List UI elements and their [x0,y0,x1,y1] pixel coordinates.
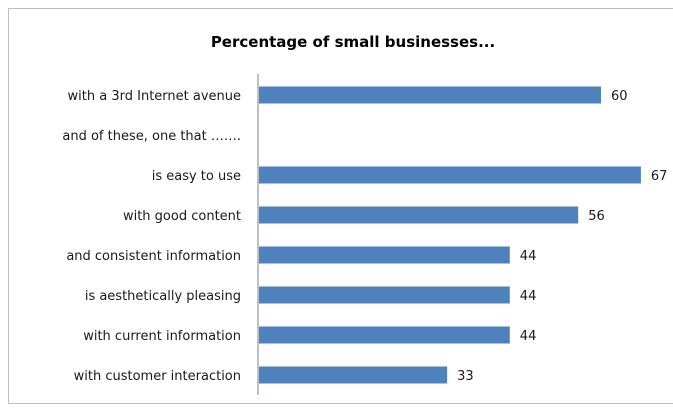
category-label: with good content [123,209,241,224]
bar [259,286,510,304]
value-label: 67 [651,169,668,184]
value-label: 44 [520,329,537,344]
category-label: is aesthetically pleasing [85,289,241,304]
chart-title: Percentage of small businesses... [211,33,495,51]
bar [259,206,579,224]
category-label: and consistent information [66,249,241,264]
bar [259,246,510,264]
category-label: is easy to use [152,169,241,184]
bar [259,86,601,104]
bar [259,366,448,384]
bars-group: with a 3rd Internet avenue 60 and of these… [62,86,668,384]
category-label: with customer interaction [74,369,241,384]
value-label: 60 [611,89,628,104]
value-label: 33 [457,369,474,384]
category-label: with current information [83,329,241,344]
value-label: 56 [588,209,605,224]
category-label: with a 3rd Internet avenue [68,89,241,104]
value-label: 44 [520,289,537,304]
bar [259,326,510,344]
value-label: 44 [520,249,537,264]
chart-frame [8,8,673,404]
category-label: and of these, one that ……. [62,129,241,144]
bar [259,166,641,184]
